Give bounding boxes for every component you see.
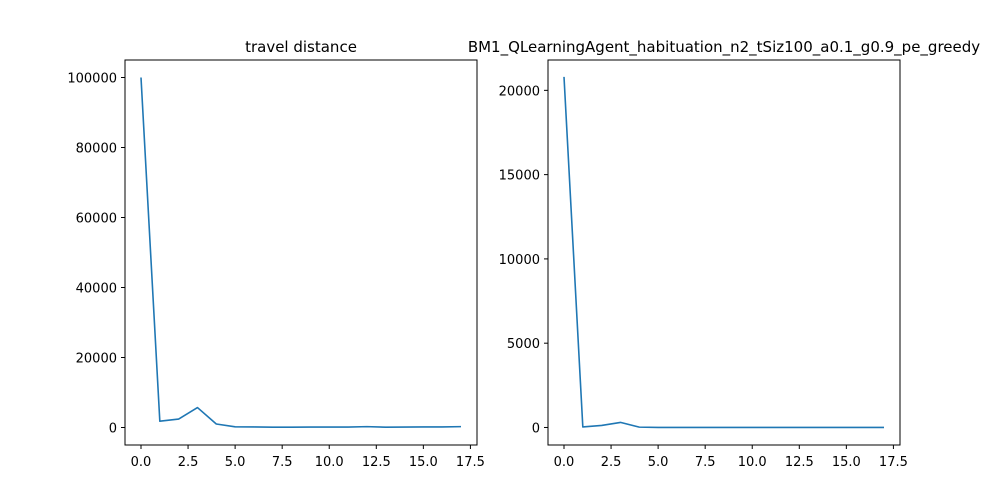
y-tick-label: 40000 xyxy=(76,282,117,297)
axes-frame xyxy=(124,59,478,446)
y-tick-label: 0 xyxy=(109,422,117,437)
x-tick-label: 7.5 xyxy=(272,455,293,470)
y-tick-label: 10000 xyxy=(499,253,540,268)
x-tick-label: 0.0 xyxy=(131,455,152,470)
x-tick-label: 10.0 xyxy=(738,455,767,470)
y-tick-label: 0 xyxy=(532,421,540,436)
x-tick-label: 7.5 xyxy=(695,455,716,470)
x-tick-label: 5.0 xyxy=(648,455,669,470)
axes-left: 0.0 2.5 5.0 7.5 10.0 12.5 15.0 17.5 0 20000 40000 6… xyxy=(67,38,485,470)
x-tick-label: 12.5 xyxy=(362,455,391,470)
axes-right: 0.0 2.5 5.0 7.5 10.0 12.5 15.0 17.5 0 5000 10000 15… xyxy=(468,38,980,470)
series-line-right xyxy=(563,76,884,429)
x-tick-label: 2.5 xyxy=(178,455,199,470)
y-tick-label: 80000 xyxy=(76,142,117,157)
y-tick-label: 60000 xyxy=(76,212,117,227)
y-tick-label: 15000 xyxy=(499,169,540,184)
x-tick-label: 0.0 xyxy=(554,455,575,470)
x-tick-label: 17.5 xyxy=(456,455,485,470)
x-tick-label: 5.0 xyxy=(225,455,246,470)
chart-title: BM1_QLearningAgent_habituation_n2_tSiz10… xyxy=(468,38,980,57)
x-tick-label: 15.0 xyxy=(409,455,438,470)
x-tick-label: 15.0 xyxy=(832,455,861,470)
y-tick-label: 20000 xyxy=(499,84,540,99)
x-tick-label: 12.5 xyxy=(785,455,814,470)
y-tick-label: 20000 xyxy=(76,352,117,367)
x-tick-label: 10.0 xyxy=(315,455,344,470)
series-line-left xyxy=(140,77,462,428)
chart-title: travel distance xyxy=(245,38,357,56)
y-tick-label: 100000 xyxy=(67,72,117,87)
x-tick-label: 17.5 xyxy=(879,455,908,470)
x-tick-label: 2.5 xyxy=(601,455,622,470)
y-tick-label: 5000 xyxy=(507,337,540,352)
axes-frame xyxy=(547,59,901,446)
